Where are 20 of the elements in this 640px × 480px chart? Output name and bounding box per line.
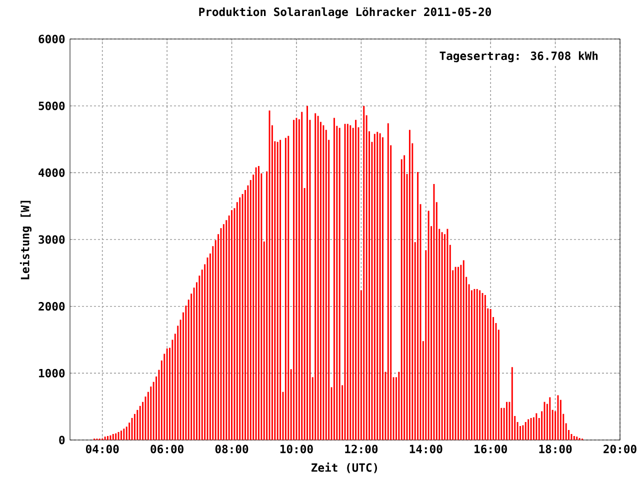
- x-tick-label: 12:00: [345, 444, 378, 454]
- y-tick-label: 1000: [39, 368, 65, 378]
- x-tick-label: 10:00: [280, 444, 313, 454]
- x-tick-label: 06:00: [150, 444, 184, 454]
- chart-title: Produktion Solaranlage Löhracker 2011-05-20: [199, 6, 491, 18]
- x-tick-label: 18:00: [539, 444, 572, 454]
- x-tick-label: 16:00: [474, 444, 507, 454]
- y-axis-title: Leistung [W]: [20, 200, 32, 280]
- x-axis-title: Zeit (UTC): [312, 462, 377, 474]
- y-tick-label: 6000: [38, 34, 65, 44]
- x-tick-label: 20:00: [604, 444, 636, 454]
- y-tick-label: 5000: [38, 102, 65, 110]
- y-tick-label: 3000: [38, 235, 65, 244]
- x-tick-label: 14:00: [410, 444, 442, 454]
- y-tick-label: 2000: [38, 302, 65, 311]
- x-tick-label: 08:00: [215, 444, 248, 454]
- y-tick-label: 4000: [38, 168, 65, 177]
- y-tick-label: 0: [59, 436, 65, 444]
- x-tick-label: 04:00: [86, 444, 119, 454]
- annotation: Tagesertrag: 36.708 kWh: [440, 51, 598, 62]
